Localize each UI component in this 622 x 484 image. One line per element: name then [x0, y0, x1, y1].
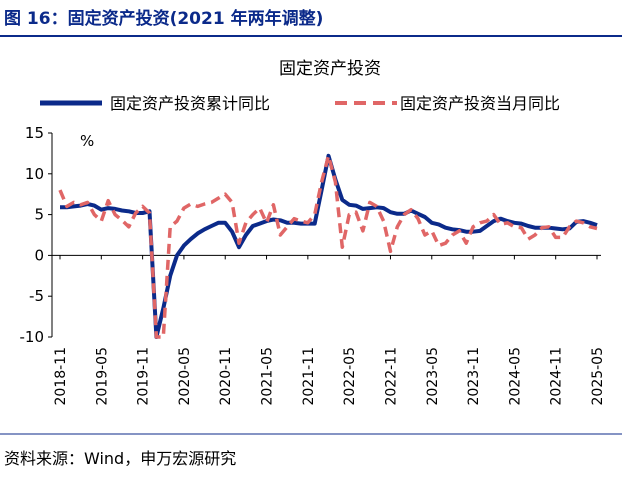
x-tick-label: 2019-05: [94, 347, 110, 406]
x-tick-label: 2022-11: [383, 347, 399, 406]
chart-title: 固定资产投资: [279, 59, 381, 79]
header: 图 16：固定资产投资(2021 年两年调整): [4, 8, 323, 29]
y-tick-label: 15: [25, 124, 44, 142]
legend-label: 固定资产投资当月同比: [400, 94, 560, 113]
x-tick-label: 2023-05: [425, 347, 441, 406]
x-tick-label: 2024-11: [549, 347, 565, 406]
y-tick-label: 10: [25, 165, 44, 183]
x-tick-label: 2022-05: [342, 347, 358, 406]
x-tick-label: 2024-05: [507, 347, 523, 406]
x-tick-label: 2023-11: [466, 347, 482, 406]
y-tick-label: 5: [34, 206, 44, 224]
legend-label: 固定资产投资累计同比: [110, 94, 270, 113]
y-tick-label: -10: [20, 328, 45, 346]
x-tick-label: 2020-11: [218, 347, 234, 406]
x-tick-label: 2020-05: [177, 347, 193, 406]
y-tick-label: -5: [29, 287, 44, 305]
x-tick-label: 2018-11: [53, 347, 69, 406]
monthly-line: [58, 154, 598, 339]
source: 资料来源：Wind，申万宏源研究: [4, 449, 236, 468]
x-tick-label: 2021-11: [301, 347, 317, 406]
cumulative-line: [60, 153, 598, 339]
x-tick-label: 2021-05: [260, 347, 276, 406]
y-unit: %: [80, 132, 94, 150]
x-tick-label: 2019-11: [136, 347, 152, 406]
x-tick-label: 2025-05: [590, 347, 606, 406]
y-tick-label: 0: [34, 246, 44, 264]
